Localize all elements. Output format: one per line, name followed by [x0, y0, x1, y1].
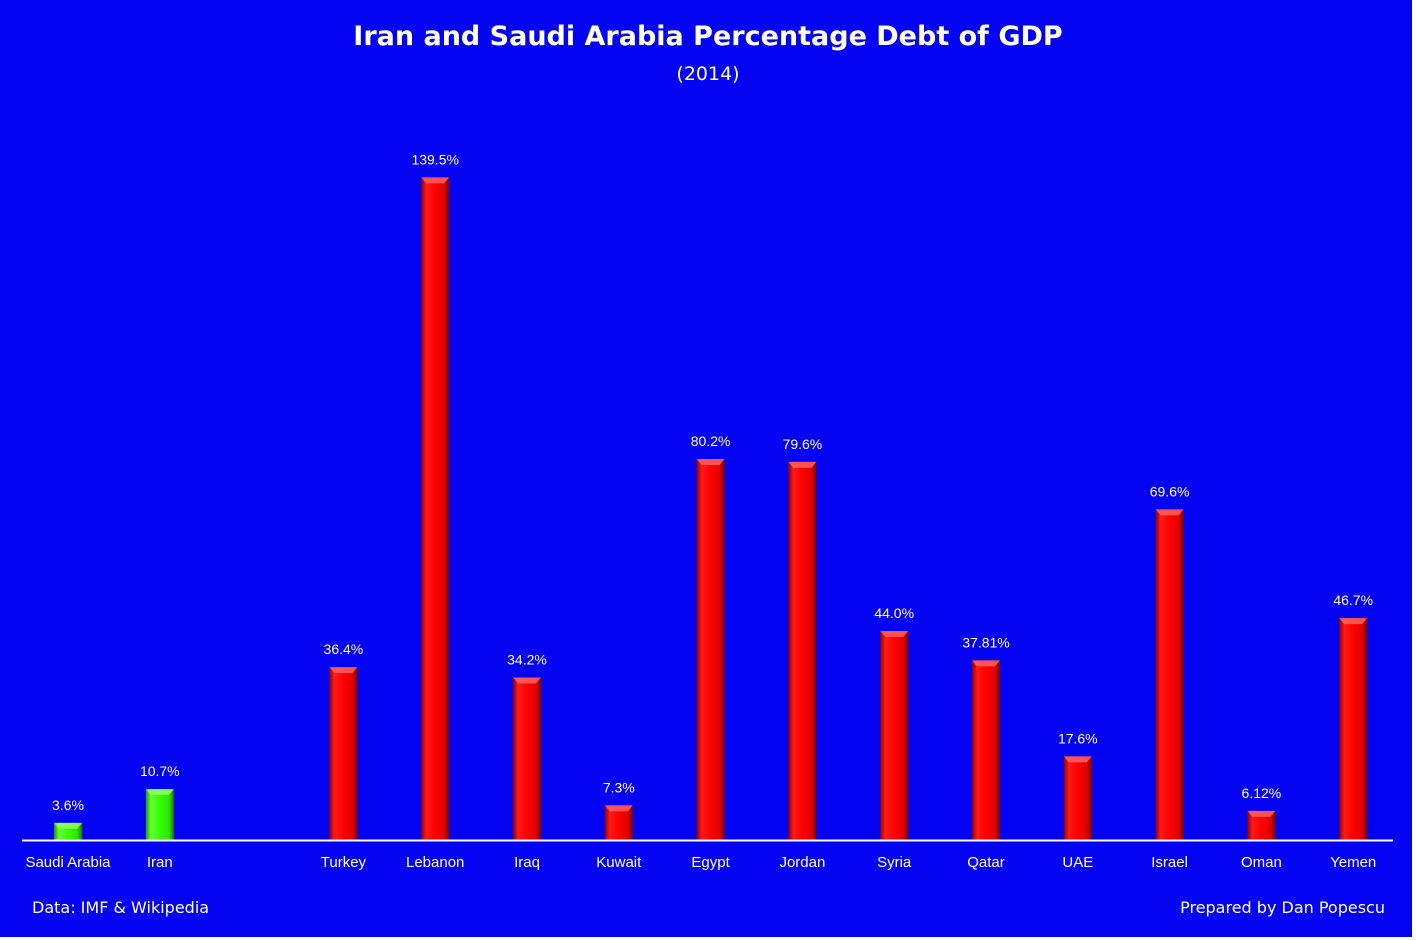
bar-cap-qatar	[972, 660, 1000, 667]
data-label-kuwait: 7.3%	[603, 779, 635, 795]
bar-cap-jordan	[788, 461, 817, 468]
bar-cap-oman	[1247, 810, 1276, 817]
data-label-turkey: 36.4%	[324, 641, 364, 657]
bar-egypt	[696, 459, 725, 840]
category-label-syria: Syria	[877, 854, 912, 871]
bar-syria	[880, 631, 909, 840]
bar-cap-iran	[145, 789, 174, 796]
category-label-iran: Iran	[147, 854, 173, 871]
category-label-jordan: Jordan	[779, 854, 825, 871]
bar-uae	[1063, 756, 1092, 840]
bar-yemen	[1339, 618, 1368, 840]
data-label-uae: 17.6%	[1058, 730, 1098, 746]
data-label-saudi-arabia: 3.6%	[52, 797, 84, 813]
category-label-uae: UAE	[1062, 854, 1093, 871]
credit-note: Prepared by Dan Popescu	[1180, 898, 1385, 917]
bar-israel	[1155, 509, 1184, 840]
bar-cap-yemen	[1339, 618, 1368, 625]
data-label-jordan: 79.6%	[783, 436, 823, 452]
bars-layer	[54, 177, 1368, 840]
bar-cap-iraq	[513, 677, 541, 684]
bar-cap-israel	[1155, 509, 1184, 516]
data-label-yemen: 46.7%	[1333, 592, 1373, 608]
chart-title: Iran and Saudi Arabia Percentage Debt of…	[353, 21, 1062, 52]
data-label-israel: 69.6%	[1150, 483, 1190, 499]
category-labels-layer: Saudi Arabia Iran Turkey Lebanon Iraq Kuwait E…	[25, 854, 1376, 871]
data-label-iran: 10.7%	[140, 763, 180, 779]
data-label-qatar: 37.81%	[962, 634, 1009, 650]
category-label-kuwait: Kuwait	[596, 854, 642, 871]
data-labels-layer: 3.6% 10.7% 36.4% 139.5% 34.2% 7.3% 80.2% 79.6% 4…	[52, 151, 1373, 813]
category-label-iraq: Iraq	[514, 854, 540, 871]
category-label-israel: Israel	[1151, 854, 1188, 871]
category-label-egypt: Egypt	[691, 854, 730, 871]
chart-subtitle: (2014)	[676, 63, 739, 85]
bar-turkey	[329, 667, 358, 840]
source-note: Data: IMF & Wikipedia	[32, 898, 209, 917]
data-label-lebanon: 139.5%	[411, 151, 458, 167]
bar-cap-syria	[880, 631, 909, 637]
category-label-lebanon: Lebanon	[406, 854, 464, 871]
bar-iraq	[513, 677, 541, 840]
category-label-turkey: Turkey	[321, 854, 367, 871]
category-label-yemen: Yemen	[1330, 854, 1376, 871]
category-label-qatar: Qatar	[967, 854, 1005, 871]
bar-cap-saudi-arabia	[54, 822, 82, 829]
bar-cap-uae	[1063, 756, 1092, 763]
data-label-oman: 6.12%	[1242, 785, 1282, 801]
bar-iran	[145, 789, 174, 840]
bar-lebanon	[421, 177, 450, 840]
bar-cap-egypt	[696, 459, 725, 466]
data-label-iraq: 34.2%	[507, 652, 547, 668]
data-label-egypt: 80.2%	[691, 433, 731, 449]
bar-cap-lebanon	[421, 177, 450, 184]
bar-jordan	[788, 461, 817, 840]
data-label-syria: 44.0%	[874, 605, 914, 621]
bar-qatar	[972, 660, 1000, 840]
category-label-oman: Oman	[1241, 854, 1282, 871]
bar-cap-kuwait	[604, 805, 633, 812]
bar-cap-turkey	[329, 667, 358, 674]
category-label-saudi-arabia: Saudi Arabia	[25, 854, 111, 871]
